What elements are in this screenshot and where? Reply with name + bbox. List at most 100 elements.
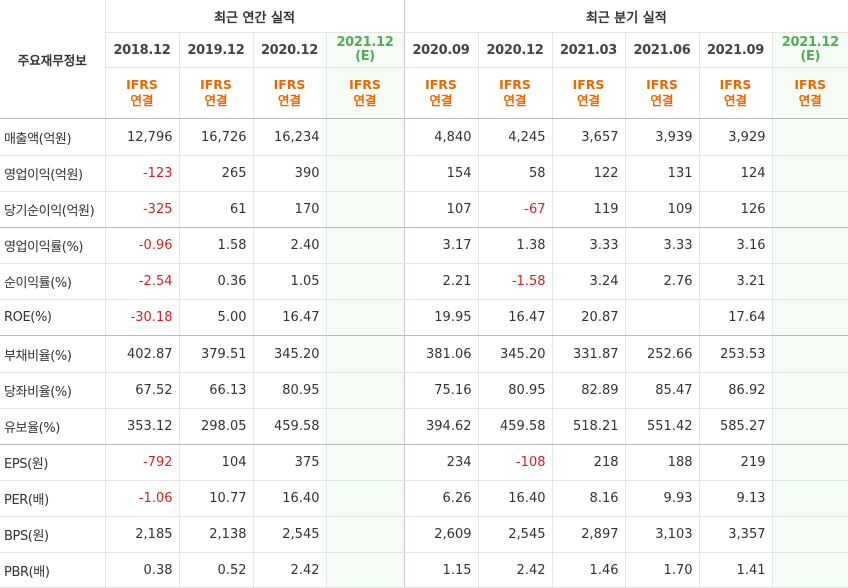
value-cell: 20.87 <box>552 300 625 336</box>
value-cell <box>772 445 848 481</box>
period-label: 2021.12 <box>773 36 848 50</box>
value-cell: 2.21 <box>404 264 478 300</box>
value-cell <box>326 481 404 517</box>
value-cell <box>772 264 848 300</box>
period-label: 2021.06 <box>626 43 699 58</box>
row-label: 순이익률(%) <box>0 264 105 300</box>
value-cell <box>772 409 848 445</box>
value-cell <box>326 445 404 481</box>
value-cell: 234 <box>404 445 478 481</box>
value-cell: -2.54 <box>105 264 179 300</box>
value-cell: 126 <box>699 192 772 228</box>
value-cell <box>326 300 404 336</box>
row-label: PER(배) <box>0 481 105 517</box>
value-cell: 66.13 <box>179 373 253 409</box>
value-cell <box>326 119 404 156</box>
value-cell: 2,138 <box>179 517 253 553</box>
value-cell: 219 <box>699 445 772 481</box>
value-cell: 82.89 <box>552 373 625 409</box>
value-cell: 61 <box>179 192 253 228</box>
value-cell: 0.52 <box>179 553 253 588</box>
period-label: 2021.03 <box>553 43 625 58</box>
value-cell <box>326 156 404 192</box>
period-header: 2018.12 <box>105 33 179 68</box>
row-label: 당기순이익(억원) <box>0 192 105 228</box>
value-cell: 3.24 <box>552 264 625 300</box>
row-label: EPS(원) <box>0 445 105 481</box>
period-header: 2021.03 <box>552 33 625 68</box>
value-cell: 1.58 <box>179 228 253 264</box>
row-label: 부채비율(%) <box>0 336 105 373</box>
value-cell: 353.12 <box>105 409 179 445</box>
value-cell: -0.96 <box>105 228 179 264</box>
value-cell <box>772 517 848 553</box>
value-cell: 253.53 <box>699 336 772 373</box>
period-header: 2021.12(E) <box>772 33 848 68</box>
row-label: ROE(%) <box>0 300 105 336</box>
value-cell: 1.15 <box>404 553 478 588</box>
quarter-group-header: 최근 분기 실적 <box>404 0 848 33</box>
consolidated-label: 연결 <box>405 93 478 109</box>
value-cell: 1.05 <box>253 264 326 300</box>
ifrs-label: IFRS <box>254 77 326 93</box>
period-header: 2021.09 <box>699 33 772 68</box>
value-cell: -1.06 <box>105 481 179 517</box>
value-cell: 5.00 <box>179 300 253 336</box>
row-label: 유보율(%) <box>0 409 105 445</box>
period-header: 2020.12 <box>253 33 326 68</box>
value-cell <box>772 336 848 373</box>
value-cell: 402.87 <box>105 336 179 373</box>
ifrs-label: IFRS <box>106 77 179 93</box>
value-cell <box>326 264 404 300</box>
value-cell <box>326 336 404 373</box>
value-cell: 2,185 <box>105 517 179 553</box>
value-cell: 104 <box>179 445 253 481</box>
ifrs-label: IFRS <box>180 77 253 93</box>
value-cell: 390 <box>253 156 326 192</box>
value-cell <box>772 156 848 192</box>
value-cell: 3.16 <box>699 228 772 264</box>
value-cell: 2.42 <box>478 553 552 588</box>
row-label: 매출액(억원) <box>0 119 105 156</box>
row-label: BPS(원) <box>0 517 105 553</box>
row-label: 영업이익(억원) <box>0 156 105 192</box>
period-label: 2018.12 <box>106 43 179 58</box>
value-cell: 6.26 <box>404 481 478 517</box>
value-cell: 9.13 <box>699 481 772 517</box>
value-cell: 1.41 <box>699 553 772 588</box>
value-cell: 17.64 <box>699 300 772 336</box>
value-cell: 2,609 <box>404 517 478 553</box>
value-cell <box>772 300 848 336</box>
value-cell <box>625 300 699 336</box>
consolidated-label: 연결 <box>553 93 625 109</box>
value-cell: 518.21 <box>552 409 625 445</box>
value-cell: 19.95 <box>404 300 478 336</box>
ifrs-label: IFRS <box>553 77 625 93</box>
value-cell <box>326 409 404 445</box>
consolidated-label: 연결 <box>479 93 552 109</box>
value-cell: 2.40 <box>253 228 326 264</box>
value-cell: 585.27 <box>699 409 772 445</box>
value-cell: 67.52 <box>105 373 179 409</box>
value-cell: 85.47 <box>625 373 699 409</box>
annual-group-header: 최근 연간 실적 <box>105 0 404 33</box>
value-cell: 124 <box>699 156 772 192</box>
row-label: PBR(배) <box>0 553 105 588</box>
value-cell <box>326 517 404 553</box>
ifrs-label: IFRS <box>626 77 699 93</box>
value-cell: 2,545 <box>478 517 552 553</box>
value-cell <box>326 373 404 409</box>
value-cell: 298.05 <box>179 409 253 445</box>
estimate-marker: (E) <box>773 50 848 64</box>
period-label: 2019.12 <box>180 43 253 58</box>
value-cell: 0.36 <box>179 264 253 300</box>
period-label: 2021.09 <box>700 43 772 58</box>
value-cell: 252.66 <box>625 336 699 373</box>
